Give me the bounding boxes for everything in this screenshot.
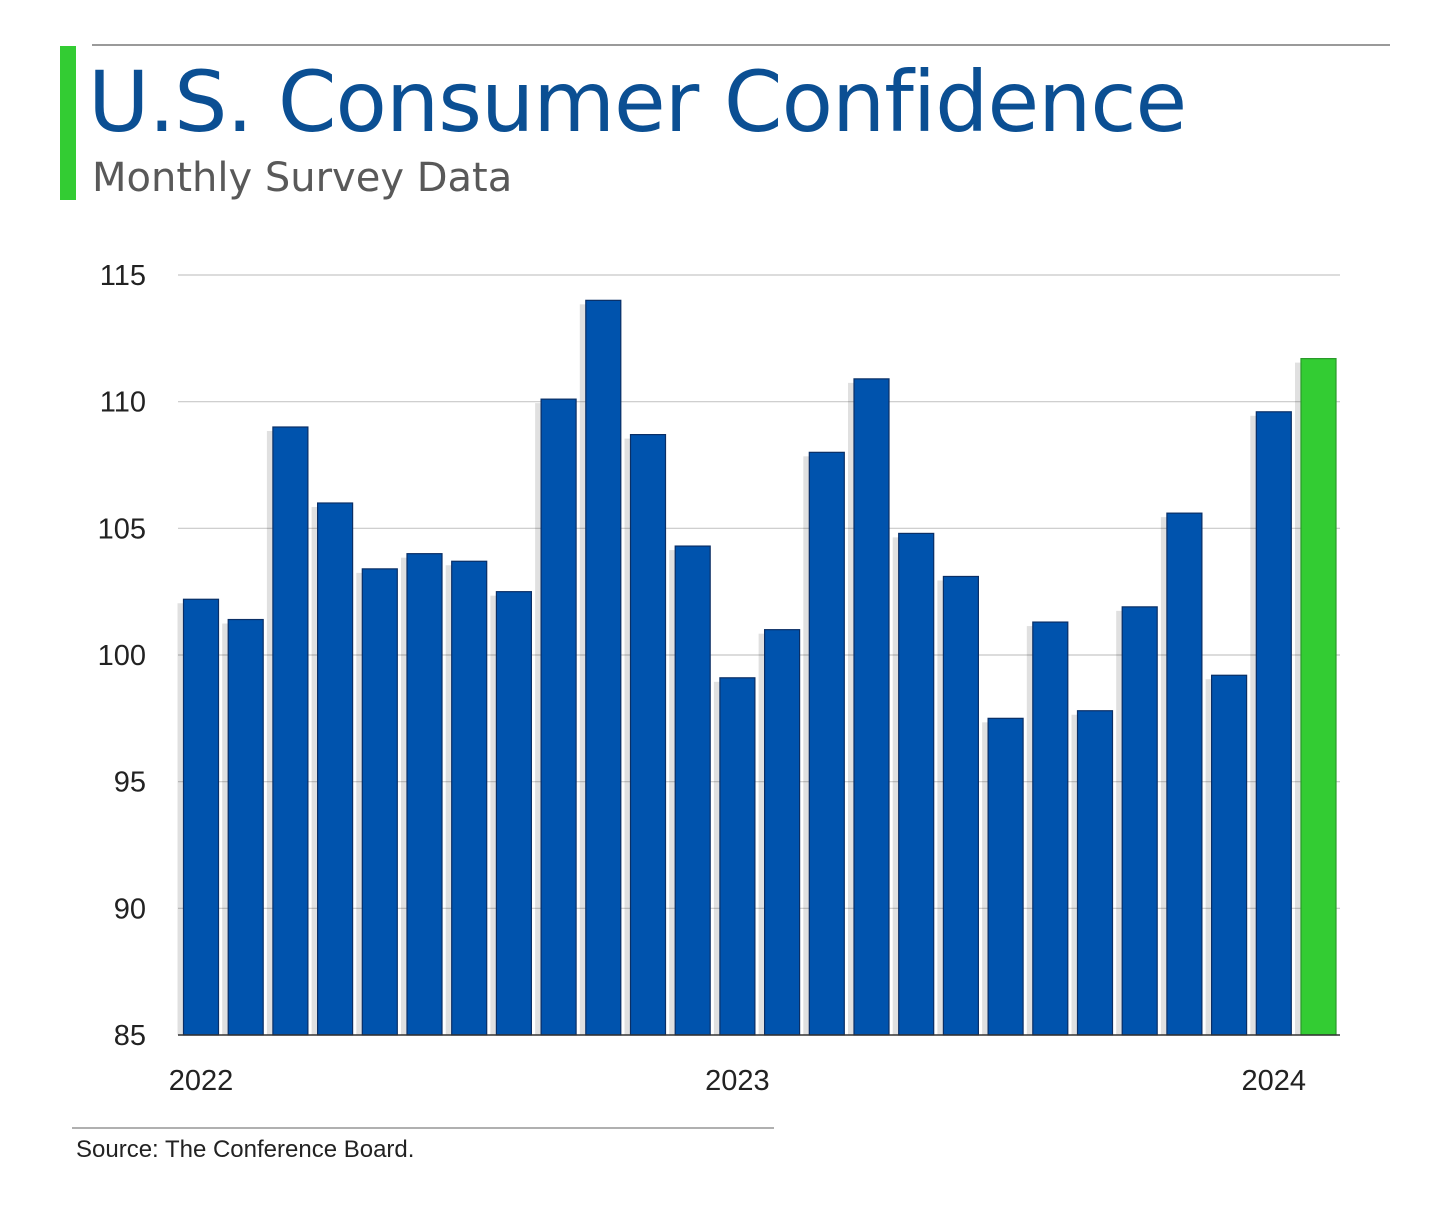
source-note: Source: The Conference Board.: [76, 1136, 415, 1163]
bar: [1255, 411, 1292, 1036]
bar: [853, 378, 890, 1036]
y-tick-label: 90: [114, 893, 146, 925]
bar: [1076, 710, 1114, 1036]
bar: [451, 560, 488, 1036]
bar: [1032, 621, 1069, 1036]
bar: [987, 717, 1024, 1036]
bar: [808, 451, 845, 1036]
y-tick-label: 115: [100, 260, 146, 292]
bar: [540, 398, 577, 1036]
bar: [406, 553, 443, 1036]
chart-subtitle: Monthly Survey Data: [92, 155, 513, 201]
bar: [272, 426, 309, 1036]
y-tick-label: 95: [114, 767, 146, 799]
x-tick-label: 2024: [1242, 1065, 1307, 1097]
bar: [317, 502, 354, 1036]
x-tick-label: 2022: [169, 1065, 234, 1097]
chart-title: U.S. Consumer Confidence: [88, 53, 1187, 151]
bar: [495, 591, 532, 1036]
bar: [1121, 606, 1158, 1036]
bar: [1210, 674, 1248, 1036]
bar: [674, 545, 711, 1036]
bar: [585, 299, 622, 1036]
bar: [898, 532, 935, 1036]
y-tick-label: 100: [98, 640, 146, 672]
bar: [629, 434, 667, 1036]
y-tick-label: 110: [100, 387, 146, 419]
y-tick-label: 85: [114, 1020, 146, 1052]
bar: [361, 568, 398, 1036]
y-tick-label: 105: [98, 513, 146, 545]
bar: [719, 677, 756, 1036]
bar: [227, 618, 264, 1036]
x-tick-label: 2023: [705, 1065, 770, 1097]
title-accent-bar: [60, 46, 76, 200]
source-rule: [72, 1127, 774, 1129]
bar: [763, 629, 801, 1036]
top-rule: [92, 44, 1390, 46]
bar: [942, 575, 980, 1036]
bar-highlight: [1300, 358, 1337, 1036]
bar: [182, 598, 220, 1036]
bar: [1166, 512, 1203, 1036]
